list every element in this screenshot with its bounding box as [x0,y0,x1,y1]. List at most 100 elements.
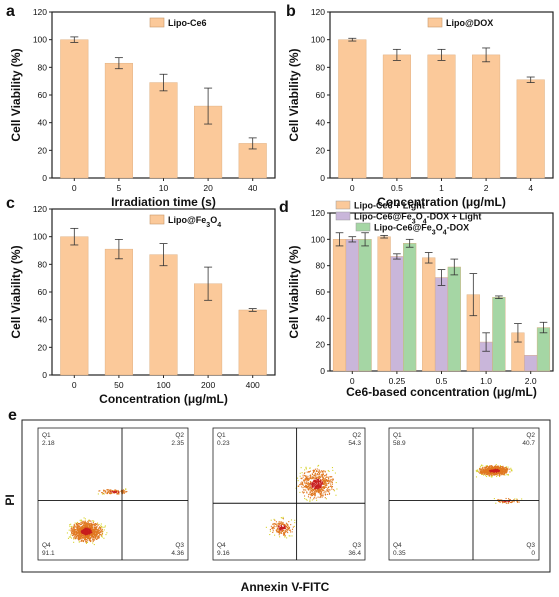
y-tick-label: 100 [33,35,47,45]
flow-event [492,472,494,474]
flow-event [323,475,325,477]
flow-event [81,522,83,524]
legend-swatch [149,17,165,28]
flow-event [292,526,294,528]
flow-event [485,469,487,472]
flow-event [320,484,322,486]
flow-event [101,528,103,530]
flow-event [95,538,97,540]
flow-event [477,470,479,472]
flow-event [77,528,79,530]
flow-event [505,468,507,470]
flow-event [96,534,98,536]
flow-event [308,486,311,488]
flow-event [487,469,489,471]
flow-event [316,499,318,501]
flow-event [83,521,85,523]
flow-event [108,492,110,495]
flow-event [324,477,326,479]
flow-event [85,530,87,532]
flow-event [81,532,83,534]
flow-event [481,472,483,475]
flow-event [92,535,95,537]
flow-event [496,469,499,471]
flow-event [320,495,322,497]
flow-event [508,501,510,503]
flow-xlabel: Annexin V-FITC [241,580,330,594]
flow-event [272,523,274,525]
flow-event [307,485,309,487]
flow-event [513,501,515,503]
bar [149,254,178,376]
flow-event [72,529,74,531]
flow-event [505,466,507,468]
y-axis-title: Cell Viability (%) [287,48,301,141]
flow-event [321,473,323,475]
flow-event [68,536,70,538]
flow-event [498,475,501,478]
flow-event [270,525,272,527]
flow-event [315,483,317,485]
flow-event [495,465,497,467]
flow-event [495,464,497,466]
flow-event [321,482,323,484]
x-tick-label: 0 [72,380,77,390]
flow-event [98,536,100,539]
flow-event [486,475,488,478]
flow-event [81,529,83,532]
flow-event [330,479,332,481]
flow-event [273,526,275,528]
flow-event [85,536,87,538]
flow-event [98,523,100,526]
flow-event [91,536,93,538]
flow-event [278,529,281,531]
flow-event [80,536,82,538]
flow-event [280,529,282,531]
x-axis-title: Concentration (μg/mL) [99,392,228,406]
flow-event [103,537,105,539]
flow-event [315,480,317,482]
flow-event [79,531,81,533]
flow-event [492,466,494,468]
flow-event [499,470,501,472]
flow-event [78,527,80,529]
flow-event [99,527,101,530]
flow-event [77,536,79,538]
flow-event [505,470,507,472]
flow-event [502,470,504,472]
flow-event [323,480,325,482]
flow-event [88,539,90,542]
flow-event [505,497,507,500]
flow-event [79,538,81,540]
flow-event [320,482,322,484]
flow-event [88,526,90,528]
flow-event [287,532,289,534]
flow-event [305,489,307,491]
flow-event [312,482,314,485]
flow-event [91,531,93,533]
flow-event [286,528,288,530]
flow-event [506,468,508,470]
flow-event [318,481,320,483]
flow-event [487,470,489,472]
flow-event [318,470,320,472]
flow-event [94,535,96,537]
flow-event [73,538,75,540]
bar [390,256,404,372]
flow-event [90,529,93,532]
flow-event [315,497,317,499]
flow-event [284,535,286,537]
flow-event [107,489,109,491]
flow-event [329,476,331,478]
flow-event [312,490,314,492]
flow-event [86,530,88,533]
flow-event [305,475,307,477]
flow-event [319,492,321,494]
flow-event [84,534,86,536]
flow-event [311,499,313,501]
flow-event [500,473,502,475]
flow-event [324,481,326,483]
flow-event [288,529,290,531]
flow-event [83,536,85,538]
flow-event [93,526,95,529]
